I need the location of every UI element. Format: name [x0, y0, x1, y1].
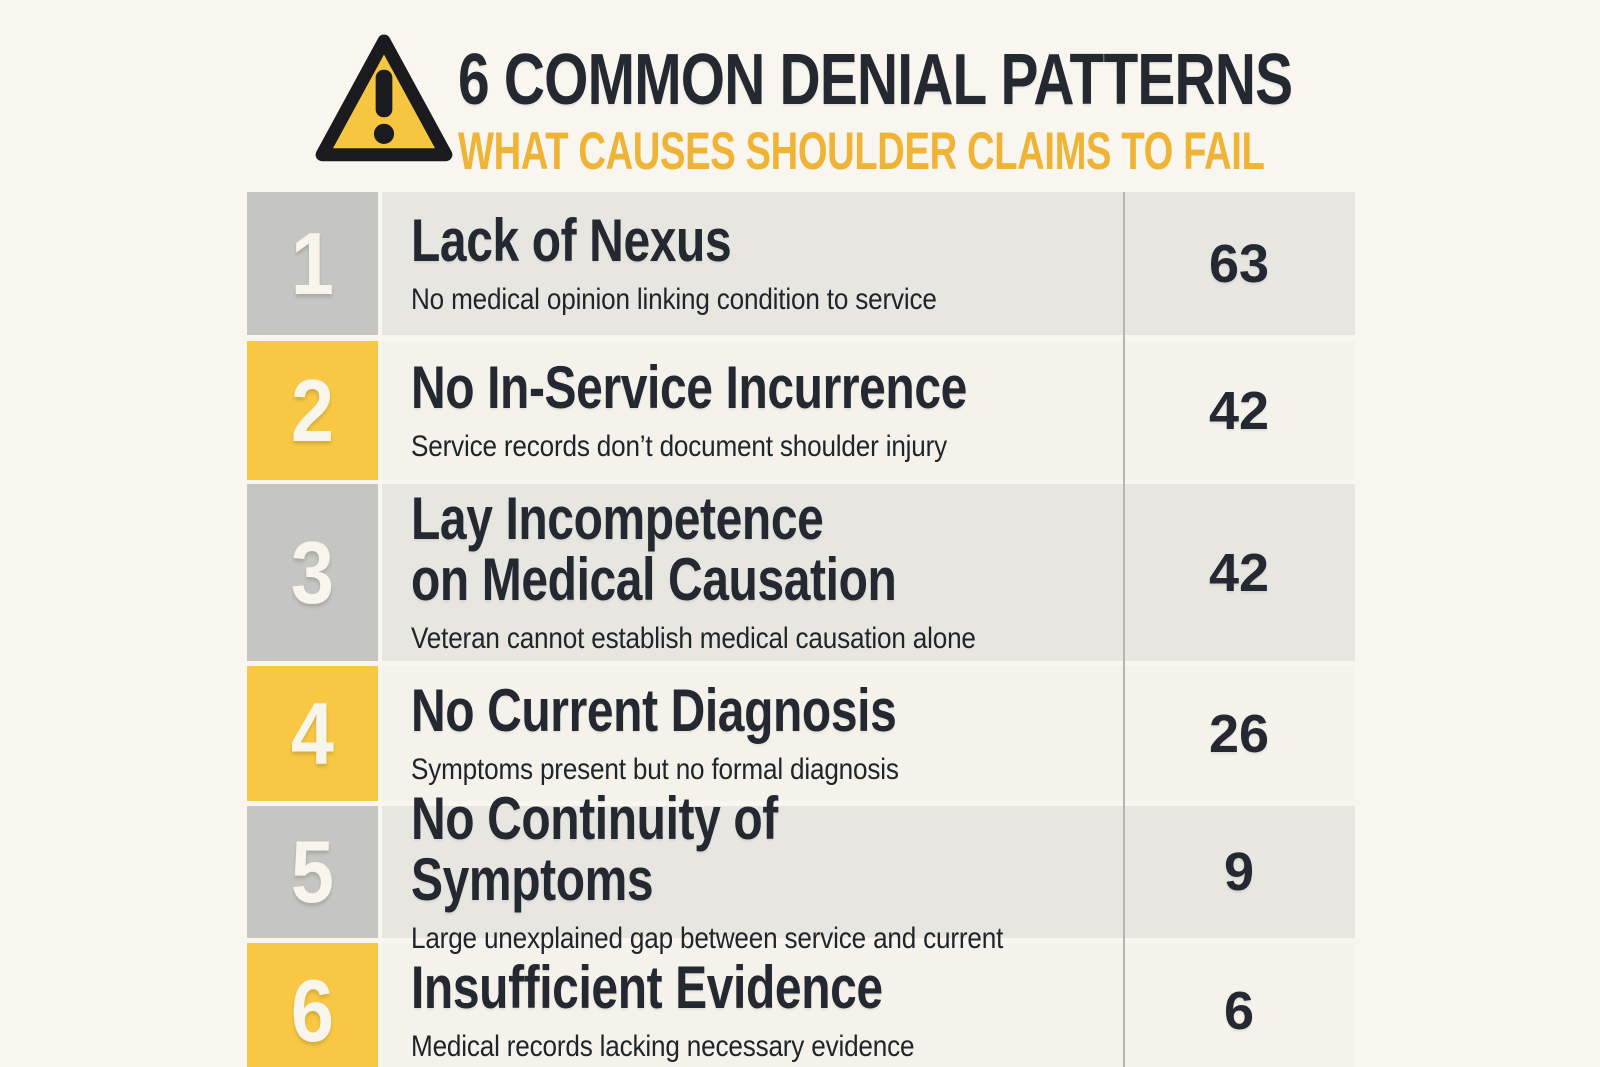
- row-title: No Continuity of Symptoms: [411, 784, 778, 913]
- row-number-badge: 3: [247, 484, 378, 661]
- row-body: Lay Incompetence on Medical Causation Ve…: [382, 484, 1123, 661]
- row-description: Large unexplained gap between service an…: [411, 921, 1004, 955]
- row-body: No Current Diagnosis Symptoms present bu…: [382, 666, 1123, 801]
- row-title: Lay Incompetence on Medical Causation: [411, 485, 897, 614]
- row-description: No medical opinion linking condition to …: [411, 282, 937, 316]
- row-body: Insufficient Evidence Medical records la…: [382, 943, 1123, 1067]
- row-title: No Current Diagnosis: [411, 676, 897, 744]
- page-subtitle: WHAT CAUSES SHOULDER CLAIMS TO FAIL: [458, 122, 1265, 181]
- row-number-badge: 6: [247, 943, 378, 1067]
- count-column-divider: [1123, 192, 1125, 1067]
- row-number-badge: 2: [247, 341, 378, 480]
- row-number-badge: 1: [247, 192, 378, 335]
- row-title: Insufficient Evidence: [411, 953, 883, 1021]
- row-description: Medical records lacking necessary eviden…: [411, 1029, 915, 1063]
- denial-patterns-table: 1 Lack of Nexus No medical opinion linki…: [247, 192, 1355, 1067]
- row-count: 6: [1123, 943, 1355, 1067]
- row-description: Service records don’t document shoulder …: [411, 429, 948, 463]
- table-row: 2 No In-Service Incurrence Service recor…: [247, 341, 1355, 480]
- row-title: Lack of Nexus: [411, 206, 732, 274]
- table-row: 3 Lay Incompetence on Medical Causation …: [247, 484, 1355, 661]
- row-title: No In-Service Incurrence: [411, 353, 967, 421]
- row-count: 42: [1123, 341, 1355, 480]
- row-body: Lack of Nexus No medical opinion linking…: [382, 192, 1123, 335]
- row-number-badge: 5: [247, 806, 378, 938]
- row-description: Veteran cannot establish medical causati…: [411, 622, 976, 656]
- page-title: 6 COMMON DENIAL PATTERNS: [458, 40, 1293, 120]
- row-count: 26: [1123, 666, 1355, 801]
- warning-triangle-icon: [312, 30, 456, 170]
- header: 6 COMMON DENIAL PATTERNS WHAT CAUSES SHO…: [458, 44, 1578, 178]
- row-body: No Continuity of Symptoms Large unexplai…: [382, 787, 1123, 955]
- table-row: 4 No Current Diagnosis Symptoms present …: [247, 666, 1355, 801]
- row-body: No In-Service Incurrence Service records…: [382, 341, 1123, 480]
- row-description: Symptoms present but no formal diagnosis: [411, 752, 899, 786]
- row-count: 63: [1123, 192, 1355, 335]
- row-count: 9: [1123, 806, 1355, 938]
- table-row: 6 Insufficient Evidence Medical records …: [247, 943, 1355, 1067]
- row-count: 42: [1123, 484, 1355, 661]
- row-number-badge: 4: [247, 666, 378, 801]
- table-row: 5 No Continuity of Symptoms Large unexpl…: [247, 787, 1355, 955]
- table-row: 1 Lack of Nexus No medical opinion linki…: [247, 192, 1355, 335]
